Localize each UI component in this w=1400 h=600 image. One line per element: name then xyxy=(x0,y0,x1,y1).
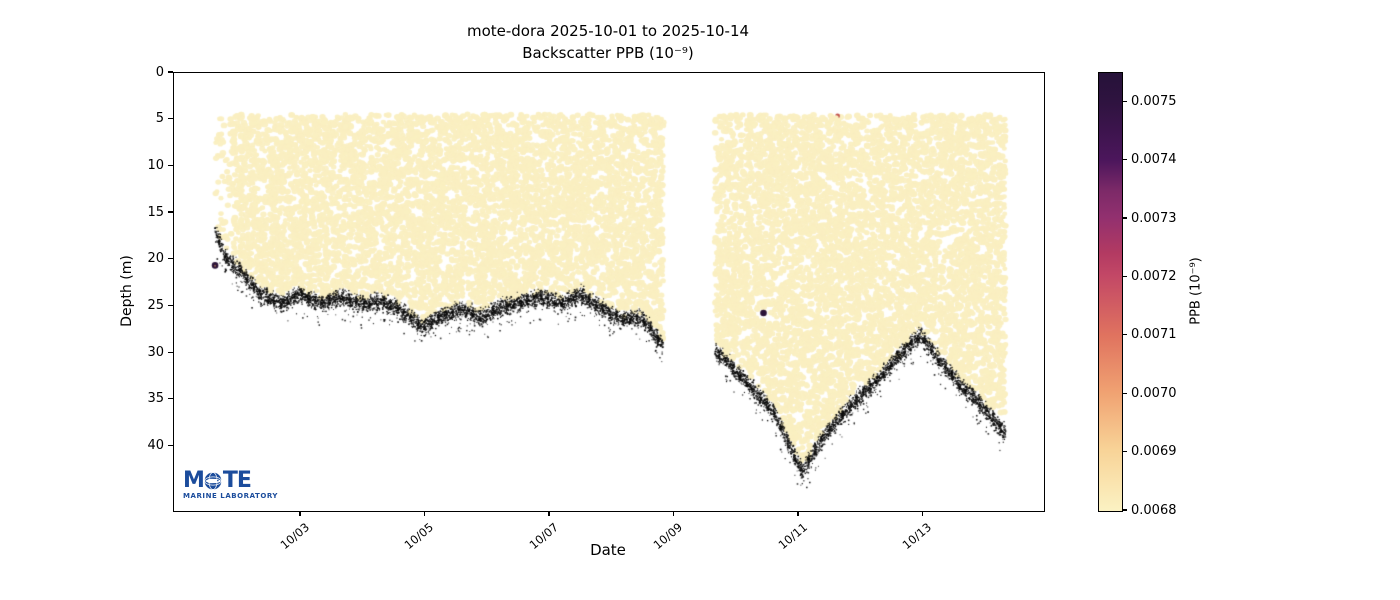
logo-letter-te: TE xyxy=(222,468,252,493)
colorbar xyxy=(1098,72,1123,512)
y-tick xyxy=(168,71,173,73)
x-tick xyxy=(921,511,924,516)
colorbar-tick xyxy=(1122,334,1127,336)
colorbar-tick xyxy=(1122,217,1127,219)
y-tick-label: 10 xyxy=(147,157,164,173)
logo-subtitle: MARINE LABORATORY xyxy=(183,492,279,500)
logo-word: M TE xyxy=(183,468,275,493)
y-tick-label: 15 xyxy=(147,204,164,220)
logo-fish-icon xyxy=(205,478,222,484)
y-tick xyxy=(168,164,173,166)
plot-area xyxy=(173,72,1045,512)
y-tick-label: 0 xyxy=(155,64,164,80)
y-tick xyxy=(168,351,173,353)
y-tick xyxy=(168,118,173,120)
y-tick-label: 25 xyxy=(147,297,164,313)
logo-letter-m: M xyxy=(183,468,205,493)
y-tick xyxy=(168,304,173,307)
colorbar-tick-label: 0.0069 xyxy=(1131,444,1177,460)
y-tick xyxy=(168,398,173,400)
colorbar-tick-label: 0.0072 xyxy=(1131,268,1177,284)
colorbar-tick-label: 0.0068 xyxy=(1131,502,1177,518)
y-tick xyxy=(168,444,173,447)
colorbar-label: PPB (10⁻⁹) xyxy=(1188,257,1204,325)
scatter-canvas xyxy=(174,73,1044,511)
y-tick-label: 35 xyxy=(147,391,164,407)
y-tick-label: 30 xyxy=(147,344,164,360)
x-axis-label: Date xyxy=(590,541,626,559)
x-tick xyxy=(672,511,675,516)
colorbar-tick xyxy=(1122,451,1127,453)
plot-title: mote-dora 2025-10-01 to 2025-10-14 xyxy=(466,22,750,40)
colorbar-tick xyxy=(1122,159,1127,161)
mote-logo: M TE MARINE LABORATORY xyxy=(183,468,279,501)
colorbar-tick-label: 0.0074 xyxy=(1131,152,1177,168)
colorbar-tick-label: 0.0070 xyxy=(1131,385,1177,401)
y-axis-label: Depth (m) xyxy=(119,255,135,327)
x-tick xyxy=(548,511,550,516)
colorbar-tick xyxy=(1122,100,1127,102)
colorbar-tick xyxy=(1122,509,1127,511)
y-tick xyxy=(168,258,173,260)
colorbar-tick-label: 0.0075 xyxy=(1131,93,1177,109)
colorbar-tick-label: 0.0073 xyxy=(1131,210,1177,226)
plot-subtitle: Backscatter PPB (10⁻⁹) xyxy=(522,44,694,62)
y-tick xyxy=(168,211,173,213)
y-tick-label: 5 xyxy=(155,111,164,127)
logo-globe-icon xyxy=(204,472,223,490)
colorbar-tick xyxy=(1122,392,1127,394)
x-tick xyxy=(423,511,426,516)
x-tick xyxy=(299,511,301,516)
colorbar-tick xyxy=(1122,275,1127,277)
x-tick xyxy=(797,511,799,516)
y-tick-label: 20 xyxy=(147,251,164,267)
y-tick-label: 40 xyxy=(147,438,164,454)
colorbar-tick-label: 0.0071 xyxy=(1131,327,1177,343)
